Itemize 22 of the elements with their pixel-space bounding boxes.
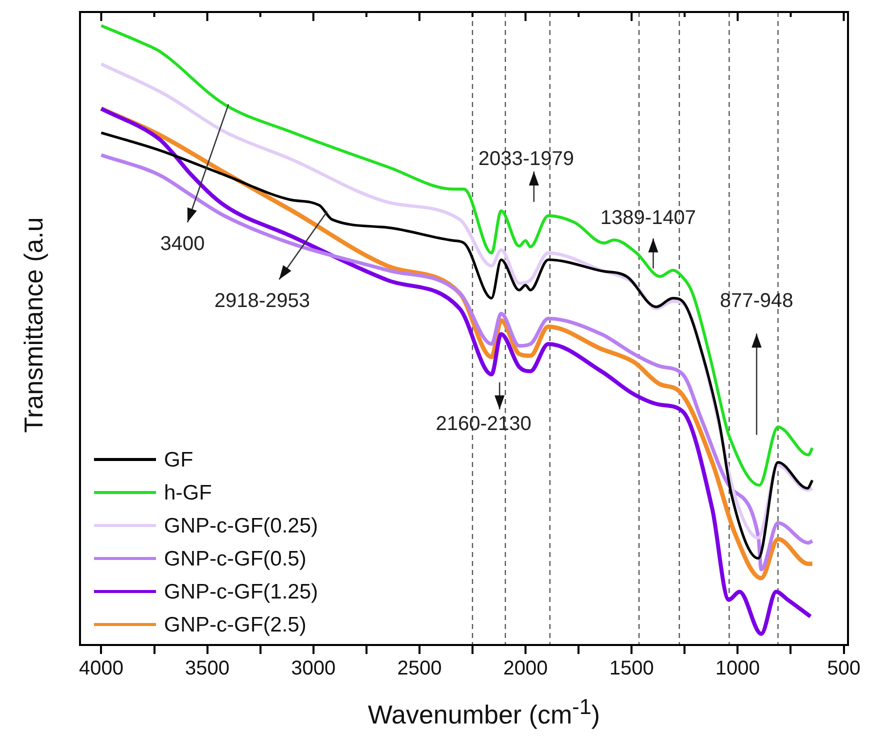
x-tick-label: 3000 [291, 658, 336, 680]
annotation: 1389-1407 [600, 206, 696, 229]
annotation: 2918-2953 [214, 290, 310, 312]
y-axis-title: Transmittance (a.u [18, 217, 50, 433]
legend-label: GNP-c-GF(2.5) [164, 613, 306, 636]
x-tick-label: 3500 [185, 658, 230, 680]
annotation: 3400 [160, 232, 205, 255]
x-axis-title: Wavenumber (cm$^{-1}$) [366, 694, 602, 731]
annotation: 2160-2130 [436, 412, 532, 435]
legend-label: h-GF [164, 481, 212, 504]
x-tick-label: 2500 [397, 658, 442, 680]
annotation: 2033-1979 [478, 148, 574, 170]
legend-label: GNP-c-GF(0.5) [164, 547, 306, 570]
x-tick-label: 1500 [609, 658, 654, 680]
x-tick-label: 2000 [503, 658, 548, 680]
legend-label: GNP-c-GF(1.25) [164, 580, 318, 604]
x-tick-label: 1000 [715, 658, 760, 680]
annotation: 877-948 [720, 290, 794, 312]
x-tick-label: 500 [827, 658, 860, 680]
legend-label: GNP-c-GF(0.25) [164, 514, 318, 538]
legend-label: GF [164, 448, 194, 472]
x-tick-label: 4000 [78, 658, 124, 680]
